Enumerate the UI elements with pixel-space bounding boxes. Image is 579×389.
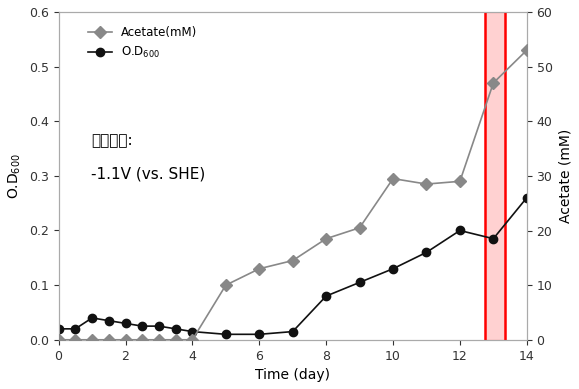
Bar <box>485 12 505 340</box>
Text: -1.1V (vs. SHE): -1.1V (vs. SHE) <box>91 166 206 181</box>
Y-axis label: Acetate (mM): Acetate (mM) <box>558 129 572 223</box>
Y-axis label: O.D$_{600}$: O.D$_{600}$ <box>7 153 23 199</box>
Text: 전압인가:: 전압인가: <box>91 133 133 148</box>
Legend: Acetate(mM), O.D$_{600}$: Acetate(mM), O.D$_{600}$ <box>83 21 202 65</box>
X-axis label: Time (day): Time (day) <box>255 368 330 382</box>
